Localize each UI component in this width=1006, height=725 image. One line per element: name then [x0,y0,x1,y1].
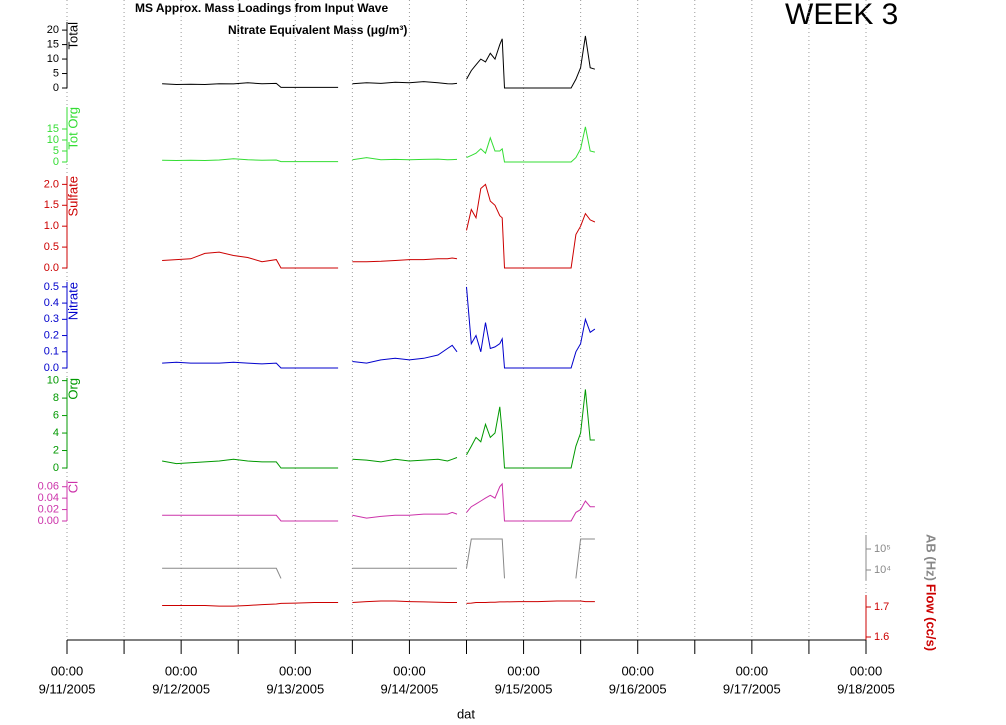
x-tick-label: 00:00 [279,663,312,678]
chart-subtitle: Nitrate Equivalent Mass (μg/m³) [228,23,407,37]
y-tick-label: 10 [47,53,59,65]
series-label: AB (Hz) [924,534,939,581]
series-label: Cl [65,481,80,493]
y-tick-label: 0 [53,462,59,474]
x-tick-label: 00:00 [165,663,198,678]
series-line [162,482,595,522]
y-tick-label: 1.6 [874,631,889,643]
series-line [162,35,596,89]
y-tick-label: 0.04 [38,492,59,504]
y-tick-label: 10⁴ [874,564,891,576]
y-tick-label: 0.1 [44,346,59,358]
x-axis-label: dat [457,706,475,721]
x-tick-label: 00:00 [51,663,84,678]
x-tick-label: 9/11/2005 [39,681,96,696]
x-tick-label: 9/12/2005 [152,681,210,696]
series-label: Sulfate [65,176,80,216]
series-label: Org [65,378,80,400]
x-tick-label: 9/13/2005 [266,681,324,696]
x-tick-label: 00:00 [393,663,426,678]
x-tick-label: 9/17/2005 [723,681,781,696]
y-tick-label: 5 [53,67,59,79]
y-tick-label: 10⁵ [874,543,891,555]
x-tick-label: 00:00 [507,663,540,678]
y-tick-label: 5 [53,145,59,157]
y-tick-label: 0.4 [44,297,59,309]
series-line [162,538,595,579]
week-label: WEEK 3 [785,0,898,31]
series-line [162,600,595,607]
x-tick-label: 00:00 [621,663,654,678]
y-tick-label: 4 [53,427,59,439]
series-line [162,126,596,163]
y-tick-label: 0.2 [44,329,59,341]
y-tick-label: 15 [47,38,59,50]
series-label: Flow (cc/s) [924,584,939,651]
y-tick-label: 0.5 [44,241,59,253]
y-tick-label: 1.0 [44,220,59,232]
series-label: Total [65,22,80,50]
y-tick-label: 2.0 [44,178,59,190]
y-tick-label: 0 [53,82,59,94]
y-tick-label: 0.3 [44,313,59,325]
y-tick-label: 0.0 [44,262,59,274]
x-tick-label: 9/14/2005 [381,681,439,696]
y-tick-label: 0 [53,156,59,168]
y-tick-label: 2 [53,444,59,456]
x-tick-label: 9/16/2005 [609,681,667,696]
x-tick-label: 00:00 [736,663,769,678]
y-tick-label: 10 [47,375,59,387]
series-line [162,183,596,269]
y-tick-label: 1.7 [874,601,889,613]
y-tick-label: 0.06 [38,481,59,493]
series-label: Tot Org [65,107,80,150]
x-tick-label: 00:00 [850,663,883,678]
series-line [162,286,596,369]
y-tick-label: 0.5 [44,281,59,293]
x-tick-label: 9/15/2005 [495,681,553,696]
y-tick-label: 6 [53,409,59,421]
y-tick-label: 20 [47,24,59,36]
x-tick-label: 9/18/2005 [837,681,895,696]
y-tick-label: 10 [47,134,59,146]
series-line [162,389,595,469]
y-tick-label: 0.02 [38,503,59,515]
y-tick-label: 8 [53,392,59,404]
y-tick-label: 0.0 [44,362,59,374]
y-tick-label: 1.5 [44,199,59,211]
chart-title: MS Approx. Mass Loadings from Input Wave [135,1,388,15]
y-tick-label: 15 [47,123,59,135]
y-tick-label: 0.00 [38,515,59,527]
series-label: Nitrate [65,282,80,320]
